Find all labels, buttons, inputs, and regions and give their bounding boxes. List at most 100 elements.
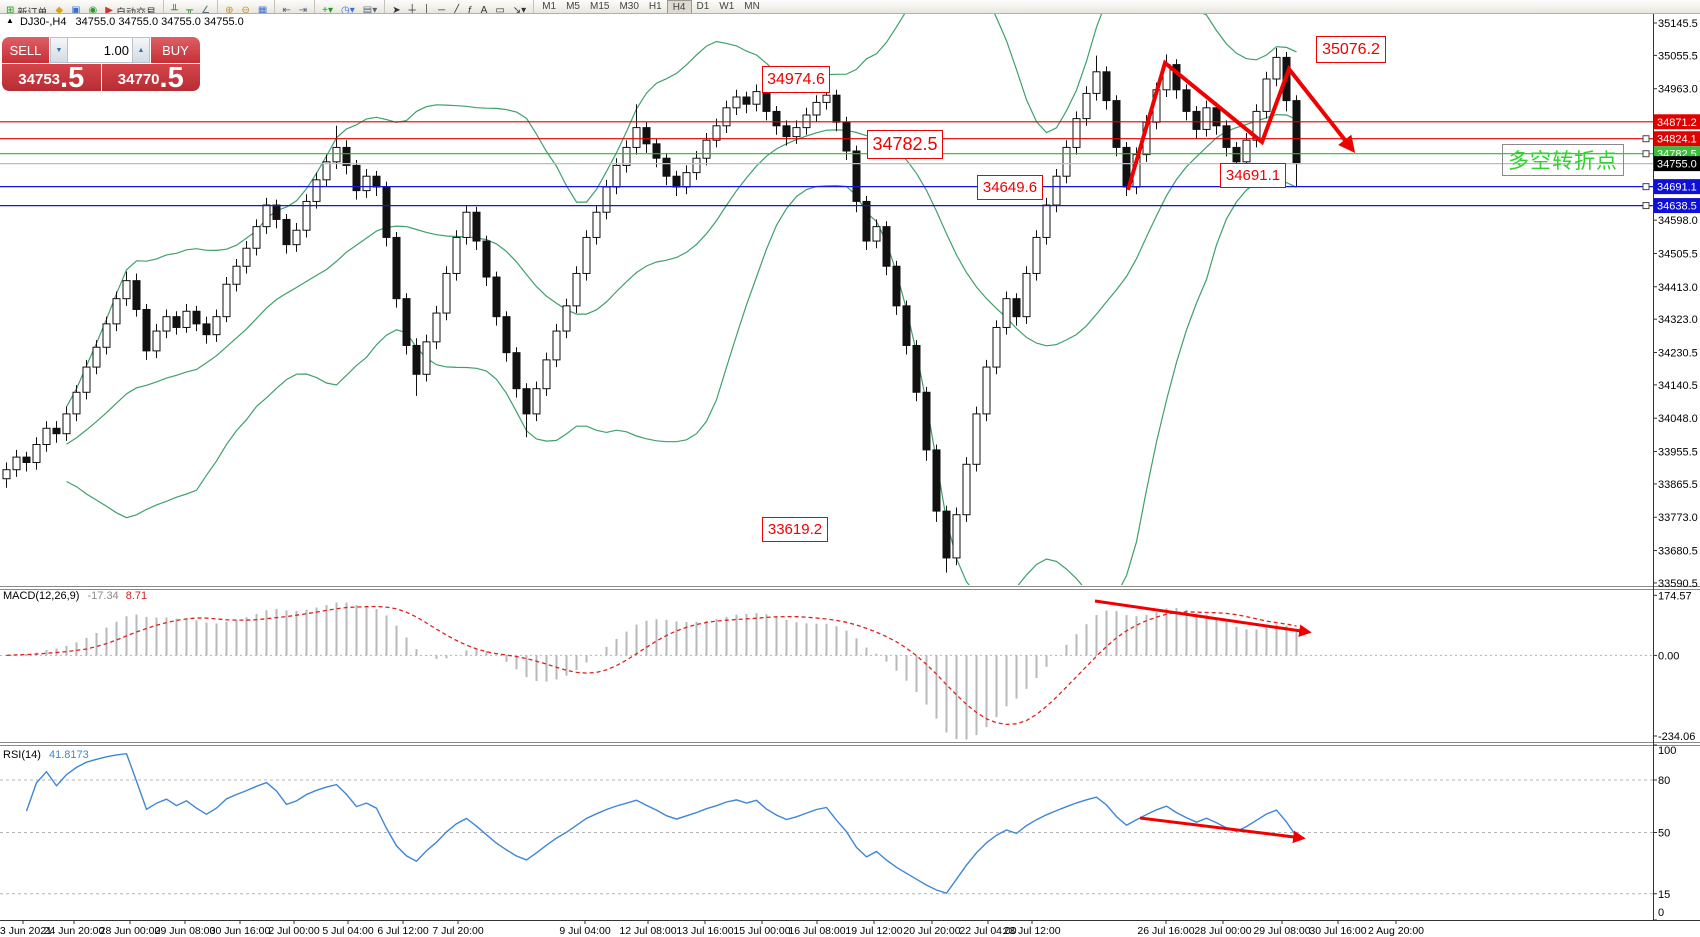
time-tick: 9 Jul 04:00 — [559, 925, 611, 937]
price-label-34649[interactable]: 34649.6 — [977, 175, 1043, 200]
volume-input[interactable] — [68, 38, 132, 62]
zoom-out-icon-icon: ⊖ — [241, 5, 250, 14]
market-watch-icon[interactable]: ▣ — [67, 0, 84, 14]
time-tick: 29 Jun 08:00 — [155, 925, 216, 937]
timeframe-M5[interactable]: M5 — [566, 1, 580, 12]
top-toolbar: ⊞ 新订单 ◆ ▣ ◉ ▶ 自动交易 ╨ ╥ ∠ ⊕ ⊖ ▦ ⇤ ⇥ +▾ ◷▾ ▤▾ ➤ ┼ │ ─ ╱ ƒ A ▭ ↘▾ M1 M5… — [0, 0, 1700, 14]
toolbar-separator — [274, 0, 276, 13]
timeframe-D1[interactable]: D1 — [696, 1, 710, 12]
toolbar-separator — [314, 0, 316, 13]
rsi-trend-arrow[interactable] — [1139, 816, 1306, 844]
price-tick: 33865.5 — [1658, 479, 1698, 491]
toolbar-separator — [217, 0, 219, 13]
hline-handle[interactable] — [1642, 135, 1650, 143]
zoom-out-icon[interactable]: ⊖ — [238, 0, 254, 14]
signal-icon[interactable]: ◉ — [85, 0, 102, 14]
buy-price[interactable]: 34770.5 — [101, 63, 200, 91]
time-tick: 16 Jul 08:00 — [788, 925, 845, 937]
price-label-34974[interactable]: 34974.6 — [762, 66, 830, 93]
angle-tool-icon-icon: ∠ — [201, 5, 211, 14]
label-tool[interactable]: ▭ — [491, 0, 508, 14]
auto-trading-button[interactable]: ▶ 自动交易 — [101, 0, 160, 14]
market-watch-icon-icon: ▣ — [71, 5, 81, 14]
hline-handle[interactable] — [1642, 150, 1650, 158]
bollinger-lower — [66, 179, 1297, 585]
timeframe-H1[interactable]: H1 — [648, 1, 662, 12]
timeframe-H4[interactable]: H4 — [666, 0, 692, 13]
indicator-window-icon[interactable]: ╨ — [167, 0, 182, 14]
macd-tick: -234.06 — [1658, 731, 1695, 743]
timeframe-M30[interactable]: M30 — [619, 1, 639, 12]
main-trend-arrow[interactable] — [1126, 59, 1356, 191]
hline-tool-icon: ─ — [437, 5, 446, 14]
price-tick: 35055.5 — [1658, 50, 1698, 62]
cursor-tool-icon: ➤ — [392, 5, 401, 14]
time-tick: 20 Jul 20:00 — [903, 925, 960, 937]
symbol-period-label: DJ30-,H4 — [19, 16, 67, 28]
price-tick: 34598.0 — [1658, 215, 1698, 227]
price-tick: 35145.5 — [1658, 18, 1698, 30]
time-tick: 13 Jul 16:00 — [676, 925, 733, 937]
buy-button[interactable]: BUY — [151, 37, 200, 63]
text-tool[interactable]: A — [477, 0, 492, 14]
bollinger-upper — [65, 13, 1297, 408]
price-label-33619[interactable]: 33619.2 — [762, 517, 828, 542]
price-badge — [1654, 156, 1700, 172]
ohlc-quote-label: 34755.0 34755.0 34755.0 34755.0 — [75, 16, 244, 28]
cursor-tool[interactable]: ➤ — [388, 0, 404, 14]
price-badge — [1654, 114, 1700, 130]
price-badge — [1654, 179, 1700, 195]
price-tick: 33590.5 — [1658, 578, 1698, 590]
timeframe-M15[interactable]: M15 — [590, 1, 610, 12]
tile-windows-icon[interactable]: ▦ — [254, 0, 271, 14]
shift-left-icon-icon: ⇤ — [282, 5, 291, 14]
hline-tool[interactable]: ─ — [434, 0, 449, 14]
shift-left-icon[interactable]: ⇤ — [278, 0, 294, 14]
bull-bear-turning-point-note[interactable]: 多空转折点 — [1502, 144, 1624, 176]
template-dropdown[interactable]: ▤▾ — [359, 0, 381, 14]
indicator-window-2-icon[interactable]: ╥ — [182, 0, 197, 14]
time-tick: 6 Jul 12:00 — [377, 925, 429, 937]
fibonacci-tool[interactable]: ƒ — [463, 0, 477, 14]
macd-tick: 174.57 — [1658, 590, 1692, 602]
tile-windows-icon-icon: ▦ — [257, 5, 268, 14]
hline-handle[interactable] — [1642, 202, 1650, 210]
price-label-34782[interactable]: 34782.5 — [867, 130, 943, 159]
volume-decrease-button[interactable]: ▼ — [51, 38, 68, 62]
price-label-35076[interactable]: 35076.2 — [1316, 36, 1386, 63]
time-tick: 2 Jul 00:00 — [268, 925, 320, 937]
timeframe-W1[interactable]: W1 — [719, 1, 735, 12]
macd-trend-arrow[interactable] — [1094, 599, 1312, 637]
arrows-tool[interactable]: ↘▾ — [509, 0, 530, 14]
price-label-34691[interactable]: 34691.1 — [1220, 163, 1286, 188]
timeframe-M1[interactable]: M1 — [542, 1, 557, 12]
timeframe-MN[interactable]: MN — [744, 1, 760, 12]
shift-right-icon[interactable]: ⇥ — [295, 0, 311, 14]
add-indicator-button[interactable]: +▾ — [318, 0, 337, 14]
crosshair-tool[interactable]: ┼ — [405, 0, 420, 14]
macd-histogram — [15, 602, 1298, 740]
price-tick: 33773.0 — [1658, 512, 1698, 524]
angle-tool-icon[interactable]: ∠ — [197, 0, 214, 14]
volume-increase-button[interactable]: ▲ — [132, 38, 149, 62]
collapse-triangle-icon[interactable]: ▲ — [6, 16, 14, 25]
periods-dropdown-icon: ◷▾ — [341, 5, 355, 14]
price-tick: 34323.0 — [1658, 314, 1698, 326]
chart-style-icon[interactable]: ◆ — [51, 0, 67, 14]
trendline-tool[interactable]: ╱ — [449, 0, 463, 14]
hline-handle[interactable] — [1642, 183, 1650, 191]
trendline-tool-icon: ╱ — [453, 5, 460, 14]
macd-signal-line — [6, 605, 1297, 726]
periods-dropdown[interactable]: ◷▾ — [337, 0, 359, 14]
vline-tool[interactable]: │ — [420, 0, 434, 14]
time-tick: 30 Jun 16:00 — [210, 925, 271, 937]
new-order-button[interactable]: ⊞ 新订单 — [2, 0, 51, 14]
indicator-window-2-icon-icon: ╥ — [186, 5, 194, 14]
zoom-in-icon[interactable]: ⊕ — [221, 0, 237, 14]
sell-price[interactable]: 34753.5 — [2, 63, 101, 91]
price-badge — [1654, 198, 1700, 214]
time-tick: 19 Jul 12:00 — [845, 925, 902, 937]
price-tick: 33680.5 — [1658, 546, 1698, 558]
sell-button[interactable]: SELL — [2, 37, 49, 63]
